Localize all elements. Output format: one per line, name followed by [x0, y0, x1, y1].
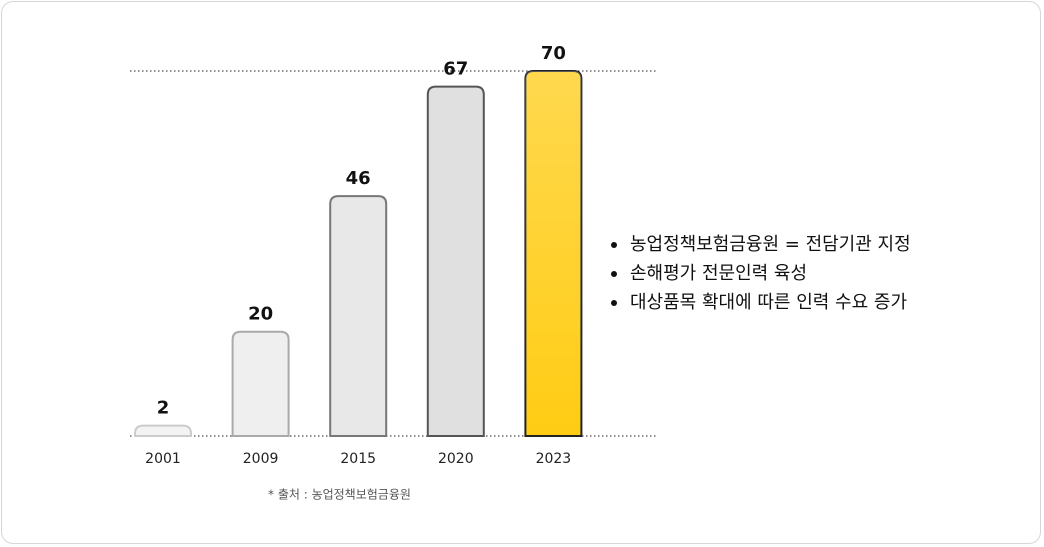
- bar: [231, 330, 290, 437]
- x-tick-label: 2001: [145, 451, 181, 467]
- x-tick-label: 2009: [243, 451, 279, 467]
- value-label: 2: [157, 398, 170, 419]
- bullet-text: 대상품목 확대에 따른 인력 수요 증가: [630, 292, 907, 313]
- source-note: * 출처 : 농업정책보험금융원: [268, 487, 411, 502]
- bar: [329, 195, 388, 437]
- bullet-text: 손해평가 전문인력 육성: [630, 263, 807, 284]
- bar: [134, 424, 192, 437]
- bar-shine: [525, 71, 582, 436]
- bar: [426, 85, 485, 437]
- bullet-dot: [611, 271, 617, 277]
- x-tick-label: 2023: [536, 451, 572, 467]
- value-label: 20: [248, 304, 273, 325]
- bullet-text: 농업정책보험금융원 = 전담기관 지정: [630, 234, 911, 255]
- bullet-dot: [611, 242, 617, 248]
- bullet-dot: [611, 300, 617, 306]
- x-tick-label: 2020: [438, 451, 474, 467]
- value-label: 67: [443, 59, 468, 80]
- value-label: 46: [346, 168, 371, 189]
- x-tick-label: 2015: [340, 451, 376, 467]
- value-label: 70: [541, 43, 566, 64]
